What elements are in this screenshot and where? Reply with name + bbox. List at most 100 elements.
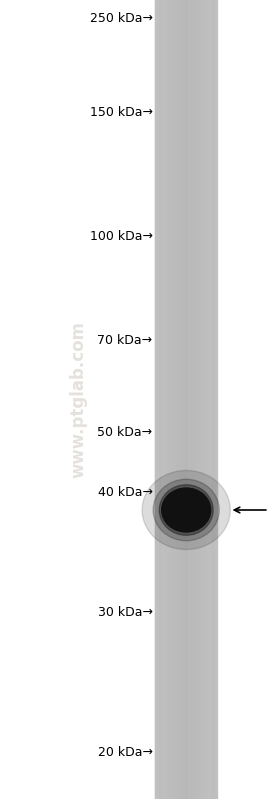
Bar — [193, 0, 194, 799]
Bar — [172, 0, 173, 799]
Bar — [187, 0, 188, 799]
Bar — [173, 0, 174, 799]
Bar — [202, 0, 203, 799]
Bar — [179, 0, 180, 799]
Bar — [169, 0, 171, 799]
Text: 150 kDa→: 150 kDa→ — [90, 105, 153, 118]
Bar — [213, 0, 214, 799]
Bar — [196, 0, 197, 799]
Bar — [155, 0, 157, 799]
Bar — [172, 0, 173, 799]
Bar — [176, 0, 178, 799]
Bar — [197, 0, 199, 799]
Bar — [161, 0, 162, 799]
Bar — [174, 0, 175, 799]
Bar — [215, 0, 216, 799]
Bar — [201, 0, 202, 799]
Bar — [213, 0, 214, 799]
Bar — [204, 0, 206, 799]
Bar — [155, 0, 217, 799]
Bar — [161, 0, 162, 799]
Bar — [159, 0, 160, 799]
Bar — [160, 0, 161, 799]
Bar — [178, 0, 179, 799]
Text: 100 kDa→: 100 kDa→ — [90, 229, 153, 243]
Bar — [195, 0, 196, 799]
Bar — [167, 0, 168, 799]
Text: 250 kDa→: 250 kDa→ — [90, 11, 153, 25]
Bar — [165, 0, 166, 799]
Bar — [169, 0, 171, 799]
Bar — [183, 0, 185, 799]
Bar — [160, 0, 161, 799]
Text: 20 kDa→: 20 kDa→ — [98, 745, 153, 758]
Bar — [162, 0, 164, 799]
Bar — [210, 0, 211, 799]
Bar — [197, 0, 199, 799]
Bar — [158, 0, 159, 799]
Bar — [190, 0, 192, 799]
Bar — [206, 0, 207, 799]
Bar — [162, 0, 164, 799]
Ellipse shape — [159, 485, 213, 535]
Bar — [180, 0, 181, 799]
Bar — [164, 0, 165, 799]
Bar — [194, 0, 195, 799]
Bar — [171, 0, 172, 799]
Bar — [176, 0, 178, 799]
Bar — [192, 0, 193, 799]
Bar — [203, 0, 204, 799]
Bar — [204, 0, 206, 799]
Text: 30 kDa→: 30 kDa→ — [98, 606, 153, 618]
Bar — [180, 0, 181, 799]
Bar — [214, 0, 215, 799]
Bar — [209, 0, 210, 799]
Bar — [167, 0, 168, 799]
Bar — [188, 0, 189, 799]
Bar — [168, 0, 169, 799]
Bar — [190, 0, 192, 799]
Bar — [159, 0, 160, 799]
Bar — [166, 0, 167, 799]
Bar — [208, 0, 209, 799]
Bar — [182, 0, 183, 799]
Bar — [164, 0, 165, 799]
Bar — [182, 0, 183, 799]
Bar — [209, 0, 210, 799]
Bar — [189, 0, 190, 799]
Bar — [192, 0, 193, 799]
Bar — [173, 0, 174, 799]
Bar — [202, 0, 203, 799]
Bar — [194, 0, 195, 799]
Bar — [199, 0, 200, 799]
Bar — [189, 0, 190, 799]
Bar — [200, 0, 201, 799]
Bar — [188, 0, 189, 799]
Bar — [157, 0, 158, 799]
Bar — [183, 0, 185, 799]
Bar — [175, 0, 176, 799]
Bar — [211, 0, 213, 799]
Ellipse shape — [142, 471, 230, 550]
Text: 40 kDa→: 40 kDa→ — [98, 486, 153, 499]
Bar — [181, 0, 182, 799]
Bar — [185, 0, 186, 799]
Bar — [210, 0, 211, 799]
Bar — [201, 0, 202, 799]
Bar — [195, 0, 196, 799]
Bar — [186, 0, 187, 799]
Bar — [214, 0, 215, 799]
Bar — [207, 0, 208, 799]
Bar — [155, 0, 157, 799]
Bar — [207, 0, 208, 799]
Text: 70 kDa→: 70 kDa→ — [97, 333, 153, 347]
Ellipse shape — [162, 488, 211, 532]
Bar — [174, 0, 175, 799]
Bar — [196, 0, 197, 799]
Bar — [178, 0, 179, 799]
Bar — [168, 0, 169, 799]
Bar — [199, 0, 200, 799]
Bar — [179, 0, 180, 799]
Bar — [175, 0, 176, 799]
Bar — [211, 0, 213, 799]
